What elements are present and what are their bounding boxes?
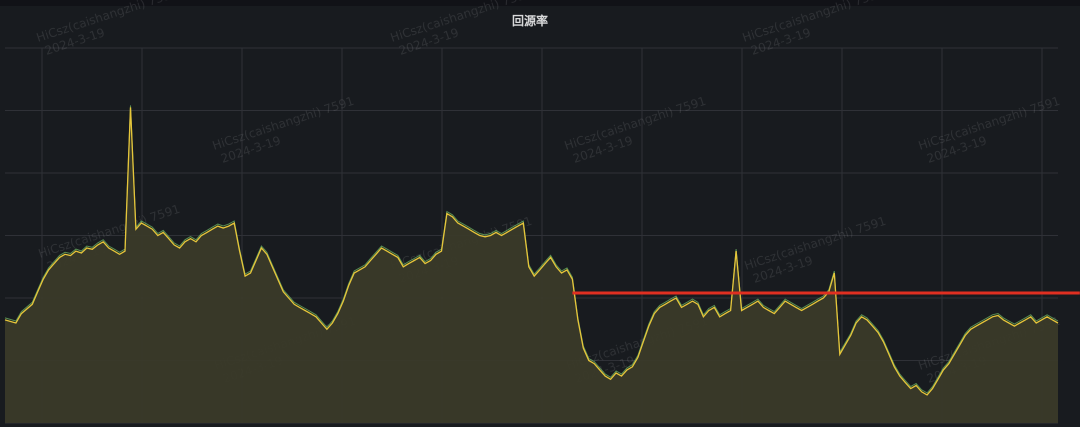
panel-title[interactable]: 回源率: [511, 14, 548, 28]
watermark-text: HiCsz(caishangzhi) 7591: [211, 94, 356, 153]
series-layer: [4, 105, 1059, 424]
series-line-secondary: [4, 105, 1059, 394]
series-area-fill: [5, 107, 1058, 424]
panel-top-bar: [0, 0, 1080, 6]
watermark-text: HiCsz(caishangzhi) 7591: [563, 94, 708, 153]
watermark-text: HiCsz(caishangzhi) 7591: [917, 94, 1062, 153]
series-line-primary: [4, 107, 1059, 396]
watermark-text: HiCsz(caishangzhi) 7591: [743, 214, 888, 273]
